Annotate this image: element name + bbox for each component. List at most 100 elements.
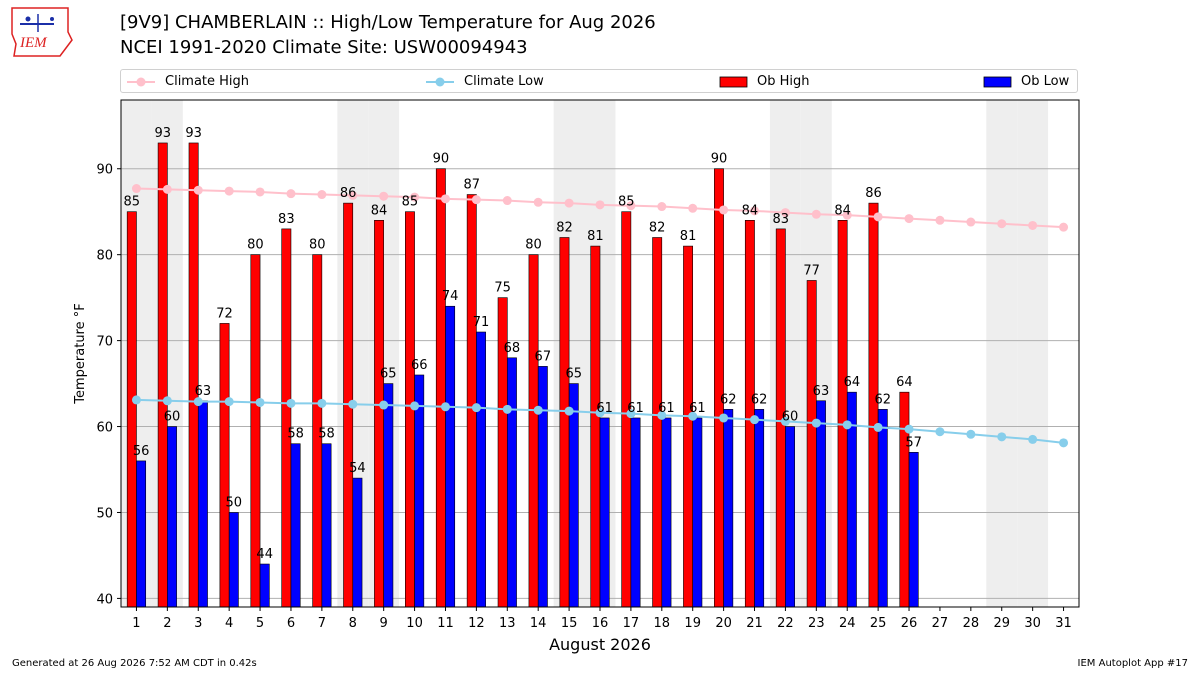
climate-high-point [1028, 220, 1038, 230]
ob-low-bar [630, 417, 641, 608]
ob-low-bar [321, 443, 332, 608]
ob-low-bar [506, 357, 517, 608]
ob-low-value-label: 61 [658, 401, 675, 416]
ob-low-value-label: 57 [905, 435, 922, 450]
ob-low-bar [661, 417, 672, 608]
x-tick-label: 6 [287, 616, 295, 631]
ob-high-value-label: 81 [587, 229, 604, 244]
ob-high-bar [652, 237, 663, 608]
climate-high-point [379, 191, 389, 201]
ob-low-bar [908, 452, 919, 608]
climate-high-point [750, 206, 760, 216]
climate-high-point [286, 189, 296, 199]
climate-high-point [626, 201, 636, 211]
x-tick-label: 29 [993, 616, 1010, 631]
ob-low-bar [167, 426, 177, 608]
climate-high-point [224, 186, 234, 196]
ob-high-bar [590, 245, 601, 608]
chart-subtitle: NCEI 1991-2020 Climate Site: USW00094943 [120, 37, 528, 58]
ob-low-value-label: 62 [874, 392, 891, 407]
ob-high-bar [188, 142, 199, 608]
climate-low-point [966, 429, 976, 439]
x-tick-label: 5 [256, 616, 264, 631]
climate-low-point [193, 397, 203, 407]
x-tick-label: 28 [963, 616, 980, 631]
x-tick-label: 19 [684, 616, 701, 631]
ob-high-value-label: 75 [494, 281, 511, 296]
climate-high-point [935, 215, 945, 225]
x-tick-label: 11 [437, 616, 454, 631]
ob-high-bar [466, 194, 477, 608]
ob-high-value-label: 87 [463, 178, 480, 193]
x-tick-label: 18 [654, 616, 671, 631]
ob-high-value-label: 84 [371, 203, 388, 218]
generated-timestamp: Generated at 26 Aug 2026 7:52 AM CDT in … [12, 658, 257, 669]
climate-low-point [626, 409, 636, 419]
ob-low-bar [383, 383, 394, 608]
ob-low-value-label: 60 [782, 410, 799, 425]
ob-low-value-label: 61 [627, 401, 644, 416]
x-tick-label: 1 [132, 616, 140, 631]
ob-low-value-label: 61 [689, 401, 706, 416]
ob-low-value-label: 63 [195, 384, 212, 399]
ob-high-value-label: 93 [154, 126, 171, 141]
ob-low-value-label: 62 [751, 392, 768, 407]
climate-high-point [904, 214, 914, 224]
weekend-shade [1017, 100, 1049, 607]
ob-high-bar [744, 220, 755, 608]
ob-high-value-label: 81 [680, 229, 697, 244]
iowa-outline [11, 7, 73, 57]
climate-high-point [410, 192, 420, 202]
ob-high-value-label: 86 [340, 186, 357, 201]
climate-high-point [131, 184, 141, 194]
climate-high-point [595, 200, 605, 210]
y-tick-label: 90 [96, 163, 113, 178]
climate-low-point [997, 432, 1007, 442]
climate-high-point [780, 208, 790, 218]
ob-low-bar [785, 426, 795, 608]
ob-high-value-label: 77 [803, 263, 820, 278]
ob-low-bar [537, 366, 548, 608]
x-tick-label: 23 [808, 616, 825, 631]
climate-high-line-swatch [127, 77, 155, 87]
weekend-shade [986, 100, 1018, 607]
ob-low-bar [259, 563, 270, 608]
ob-low-value-label: 62 [720, 392, 737, 407]
climate-high-point [657, 202, 667, 212]
climate-high-point [440, 194, 450, 204]
ob-high-value-label: 84 [834, 203, 851, 218]
x-tick-label: 14 [530, 616, 547, 631]
ob-high-value-label: 82 [556, 220, 573, 235]
ob-low-bar [290, 443, 301, 608]
ob-high-bar [837, 220, 848, 608]
climate-low-point [750, 415, 760, 425]
iem-logo: IEM [11, 7, 73, 57]
x-tick-label: 2 [163, 616, 171, 631]
climate-low-point [255, 397, 265, 407]
ob-low-value-label: 60 [164, 410, 181, 425]
climate-high-point [193, 185, 203, 195]
ob-low-bar [754, 409, 765, 608]
ob-low-value-label: 65 [565, 367, 582, 382]
x-tick-label: 22 [777, 616, 794, 631]
climate-low-point [1028, 434, 1038, 444]
ob-high-bar [559, 237, 570, 608]
ob-low-value-label: 63 [813, 384, 830, 399]
ob-high-bar [157, 142, 168, 608]
climate-high-point [162, 184, 172, 194]
climate-low-point [379, 400, 389, 410]
climate-high-point [502, 196, 512, 206]
climate-low-point [935, 427, 945, 437]
x-tick-label: 3 [194, 616, 202, 631]
ob-low-value-label: 65 [380, 367, 397, 382]
ob-high-bar [435, 168, 446, 608]
ob-high-bar [374, 220, 384, 608]
app-id-label: IEM Autoplot App #17 [1077, 658, 1188, 669]
ob-high-value-label: 80 [247, 238, 264, 253]
x-tick-label: 17 [623, 616, 640, 631]
climate-low-point [348, 399, 358, 409]
climate-high-point [471, 195, 481, 205]
ob-high-bar [528, 254, 539, 608]
x-axis-label: August 2026 [549, 635, 651, 654]
